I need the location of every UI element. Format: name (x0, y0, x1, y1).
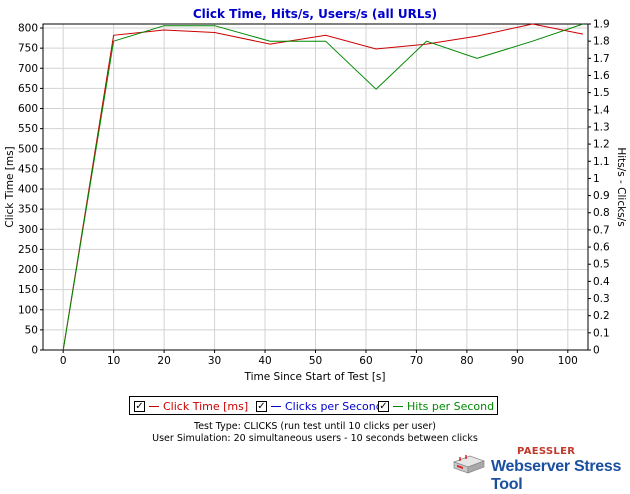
test-type-text: Test Type: CLICKS (run test until 10 cli… (194, 421, 436, 432)
product-name: Webserver Stress Tool (491, 458, 622, 493)
y-tick-label: 500 (18, 143, 38, 155)
user-simulation-text: User Simulation: 20 simultaneous users -… (152, 433, 478, 444)
series-line-hits-per-second (62, 23, 584, 351)
x-tick-label: 10 (107, 355, 120, 367)
legend-line-icon (393, 405, 403, 407)
y2-tick-label: 0 (593, 345, 600, 357)
x-tick-label: 90 (511, 355, 524, 367)
legend-line-icon (271, 405, 281, 407)
series-layer (62, 23, 584, 351)
y-tick-label: 200 (18, 264, 38, 276)
x-tick-label: 20 (157, 355, 170, 367)
y-tick-label: 400 (18, 184, 38, 196)
x-tick-label: 0 (60, 355, 67, 367)
y-tick-label: 800 (18, 23, 38, 35)
y2-tick-label: 0.9 (593, 190, 610, 202)
company-name: PAESSLER (517, 446, 576, 457)
y2-tick-label: 1.6 (593, 70, 610, 82)
y2-tick-label: 0.3 (593, 293, 610, 305)
legend-label: Clicks per Second (285, 399, 383, 413)
x-axis: 0 10 20 30 40 50 60 70 80 90 100 (60, 350, 578, 367)
server-logo-icon (452, 455, 486, 474)
x-axis-label: Time Since Start of Test [s] (244, 371, 386, 383)
y-tick-label: 650 (18, 83, 38, 95)
y2-tick-label: 1.5 (593, 87, 610, 99)
checkbox-icon[interactable]: ✓ (134, 400, 145, 412)
y-tick-label: 600 (18, 103, 38, 115)
checkbox-icon[interactable]: ✓ (256, 400, 267, 412)
y2-tick-label: 1.1 (593, 156, 610, 168)
x-tick-label: 80 (460, 355, 473, 367)
legend-label: Hits per Second (407, 399, 495, 413)
y2-axis-label: Hits/s - Clicks/s (615, 147, 627, 226)
y2-tick-label: 0.6 (593, 242, 610, 254)
legend-line-icon (149, 405, 159, 407)
y2-tick-label: 1.7 (593, 53, 610, 65)
right-axis: 0 0.1 0.2 0.3 0.4 0.5 0.6 0.7 0.8 0.9 1 1.1 1.2 1.3 1.… (588, 19, 610, 357)
y-tick-label: 300 (18, 224, 38, 236)
x-tick-label: 30 (208, 355, 221, 367)
y-tick-label: 450 (18, 163, 38, 175)
x-tick-label: 100 (558, 355, 578, 367)
y2-tick-label: 0.8 (593, 207, 610, 219)
y2-tick-label: 1.8 (593, 36, 610, 48)
chart: Click Time, Hits/s, Users/s (all URLs) 0… (4, 7, 627, 383)
y-tick-label: 0 (31, 345, 38, 357)
y2-tick-label: 0.1 (593, 327, 610, 339)
y-tick-label: 700 (18, 63, 38, 75)
x-tick-label: 40 (258, 355, 271, 367)
y-tick-label: 150 (18, 284, 38, 296)
y2-tick-label: 1.3 (593, 121, 610, 133)
y2-tick-label: 1.2 (593, 139, 610, 151)
y-tick-label: 250 (18, 244, 38, 256)
y2-tick-label: 0.2 (593, 310, 610, 322)
checkbox-icon[interactable]: ✓ (378, 400, 389, 412)
y2-tick-label: 0.5 (593, 259, 610, 271)
y-tick-label: 350 (18, 204, 38, 216)
legend-item-hits-per-second[interactable]: ✓ Hits per Second (378, 398, 494, 414)
left-axis: 0 50 100 150 200 250 300 350 400 450 500 550 600 650 7… (18, 23, 43, 357)
y-tick-label: 750 (18, 43, 38, 55)
y2-tick-label: 1 (593, 173, 600, 185)
legend-label: Click Time [ms] (163, 399, 249, 413)
y2-tick-label: 0.7 (593, 224, 610, 236)
y-axis-label: Click Time [ms] (4, 146, 16, 227)
y2-tick-label: 1.9 (593, 19, 610, 31)
y2-tick-label: 0.4 (593, 276, 610, 288)
x-tick-label: 50 (309, 355, 322, 367)
legend-item-clicks-per-second[interactable]: ✓ Clicks per Second (256, 398, 383, 414)
legend: ✓ Click Time [ms] ✓ Clicks per Second ✓ … (129, 396, 498, 415)
y-tick-label: 550 (18, 123, 38, 135)
x-tick-label: 60 (359, 355, 372, 367)
chart-title: Click Time, Hits/s, Users/s (all URLs) (193, 7, 437, 21)
series-line-click-time-ms (62, 23, 584, 351)
legend-item-click-time[interactable]: ✓ Click Time [ms] (134, 398, 248, 414)
y2-tick-label: 1.4 (593, 104, 610, 116)
y-tick-label: 50 (25, 324, 38, 336)
x-tick-label: 70 (410, 355, 423, 367)
y-tick-label: 100 (18, 304, 38, 316)
grid (43, 24, 588, 350)
